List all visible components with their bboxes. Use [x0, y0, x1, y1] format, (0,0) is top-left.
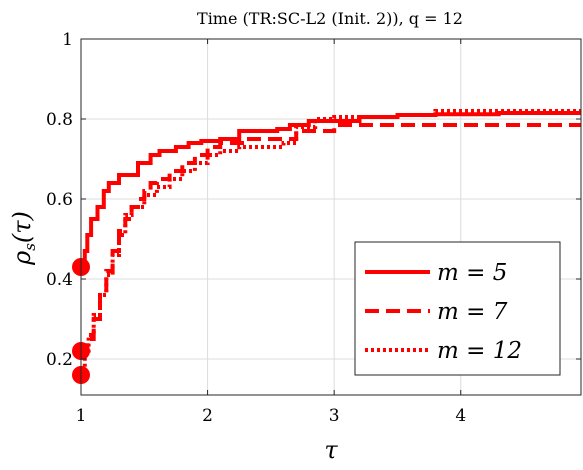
x-tick-label: 2	[202, 406, 213, 426]
y-axis-label-main: ρ	[8, 251, 36, 266]
legend-label-2: m = 7	[437, 299, 508, 325]
y-tick-label: 0.6	[46, 190, 73, 210]
legend-box	[354, 241, 561, 376]
chart-title: Time (TR:SC-L2 (Init. 2)), q = 12	[197, 9, 463, 28]
legend-items: m = 5 m = 7 m = 12	[365, 260, 522, 364]
legend-label-1: m = 5	[437, 260, 507, 286]
legend: m = 5 m = 7 m = 12	[354, 241, 561, 376]
x-tick-label: 1	[76, 406, 87, 426]
x-tick-label: 4	[455, 406, 466, 426]
y-axis-label-sub: s	[21, 243, 39, 251]
series-line-3	[81, 109, 581, 377]
x-axis-label: τ	[324, 436, 338, 464]
y-tick-label: 0.8	[46, 110, 73, 130]
y-tick-labels: 0.2 0.4 0.6 0.8 1	[46, 30, 73, 370]
x-tick-label: 3	[329, 406, 340, 426]
y-axis-label-arg: (τ)	[8, 211, 36, 243]
y-axis-label: ρs(τ)	[8, 211, 39, 266]
plot-frame	[80, 38, 582, 396]
y-tick-label: 1	[62, 30, 73, 50]
y-tick-label: 0.4	[46, 270, 73, 290]
series-lines	[81, 109, 581, 377]
axis-ticks	[80, 38, 581, 395]
legend-label-3: m = 12	[437, 338, 522, 364]
x-tick-labels: 1 2 3 4	[76, 406, 467, 426]
y-tick-label: 0.2	[46, 350, 73, 370]
